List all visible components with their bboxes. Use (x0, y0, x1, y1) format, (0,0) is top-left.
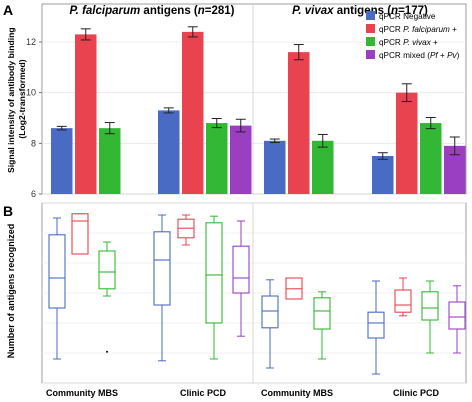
panel-b-box (153, 214, 171, 362)
panel-a-bar (444, 145, 466, 194)
panel-a-y-axis-label-line1: Signal intensity of antibody binding (6, 27, 16, 173)
legend-label: qPCR P. falciparum + (379, 25, 457, 34)
panel-b-boxes (48, 213, 466, 375)
legend-label: qPCR Negative (379, 12, 436, 21)
panel-a-y-axis-label-line2: (Log2-transformed) (17, 59, 27, 138)
panel-a-y-tick-label: 12 (26, 37, 36, 47)
panel-b-box-iqr (48, 234, 66, 309)
panel-a-bar (230, 125, 252, 194)
panel-a-bar (372, 156, 394, 194)
panel-a-y-tick-label: 8 (31, 138, 36, 148)
legend-swatch (366, 11, 375, 20)
panel-a-group-title-vivax: P. vivax antigens (n=177) (292, 5, 428, 17)
panel-a-bar (182, 31, 204, 194)
panel-b-box-iqr (205, 222, 223, 324)
panel-b-box (261, 279, 279, 369)
panel-b-box (98, 241, 116, 353)
panel-b-box-iqr (448, 301, 466, 330)
panel-b-box (177, 214, 195, 246)
panel-a-bar (264, 140, 286, 194)
panel-a-bar (51, 128, 73, 194)
panel-a-y-axis-label: Signal intensity of antibody binding (Lo… (6, 25, 27, 173)
panel-a-bar (288, 52, 310, 195)
panel-b-box (71, 213, 89, 255)
panel-a-bars (51, 26, 466, 195)
panel-a-y-tick-label: 6 (31, 189, 36, 199)
panel-a-bar (75, 34, 97, 195)
legend-label: qPCR P. vivax + (379, 38, 438, 47)
legend-swatch (366, 37, 375, 46)
panel-a-y-ticks: 6 8 10 12 (26, 37, 42, 199)
panel-b-box (394, 277, 412, 317)
panel-a-bar (99, 128, 121, 194)
panel-b-box-iqr (313, 297, 331, 330)
panel-a-y-tick-label: 10 (26, 88, 36, 98)
panel-a-bar (158, 110, 180, 194)
panel-b-box (285, 277, 303, 300)
panel-b-x-label: Community MBS (46, 388, 118, 398)
panel-b-letter: B (3, 203, 13, 219)
panel-b-box-iqr (367, 311, 385, 339)
panel-b-box-iqr (394, 289, 412, 313)
legend: qPCR Negative qPCR P. falciparum + qPCR P.… (366, 11, 460, 60)
panel-a-bar (206, 123, 228, 194)
panel-a-bar (420, 123, 442, 194)
panel-b-outlier (106, 350, 108, 353)
panel-b-x-label: Clinic PCD (180, 388, 227, 398)
panel-a-letter: A (3, 2, 13, 18)
panel-a-bar-chart: 6 8 10 12 P. falciparum antigens (n=281) P.… (6, 3, 467, 199)
panel-b-box (205, 215, 223, 360)
panel-b-box-iqr (421, 291, 439, 321)
panel-b-x-labels: Community MBS Clinic PCD Community MBS Clin… (46, 388, 439, 398)
panel-b-box-plot: Community MBS Clinic PCD Community MBS Clin… (6, 202, 467, 398)
panel-b-box (421, 280, 439, 354)
legend-swatch (366, 50, 375, 59)
legend-swatch (366, 24, 375, 33)
panel-b-box (313, 291, 331, 360)
panel-b-box-iqr (261, 295, 279, 329)
panel-b-box-iqr (71, 213, 89, 255)
panel-a-bar (312, 140, 334, 194)
panel-b-box (367, 280, 385, 375)
panel-b-box (448, 285, 466, 354)
panel-b-x-label: Clinic PCD (393, 388, 440, 398)
panel-b-y-axis-label: Number of antigens recognized (6, 224, 16, 359)
panel-b-box-iqr (98, 250, 116, 290)
panel-a-group-title-falciparum: P. falciparum antigens (n=281) (69, 5, 234, 17)
panel-b-box (232, 220, 250, 337)
panel-b-x-label: Community MBS (261, 388, 333, 398)
panel-b-box-iqr (153, 231, 171, 306)
legend-label: qPCR mixed (Pf + Pv) (379, 51, 460, 60)
panel-b-box-iqr (232, 245, 250, 294)
panel-b-box (48, 217, 66, 360)
panel-a-bar (396, 92, 418, 194)
